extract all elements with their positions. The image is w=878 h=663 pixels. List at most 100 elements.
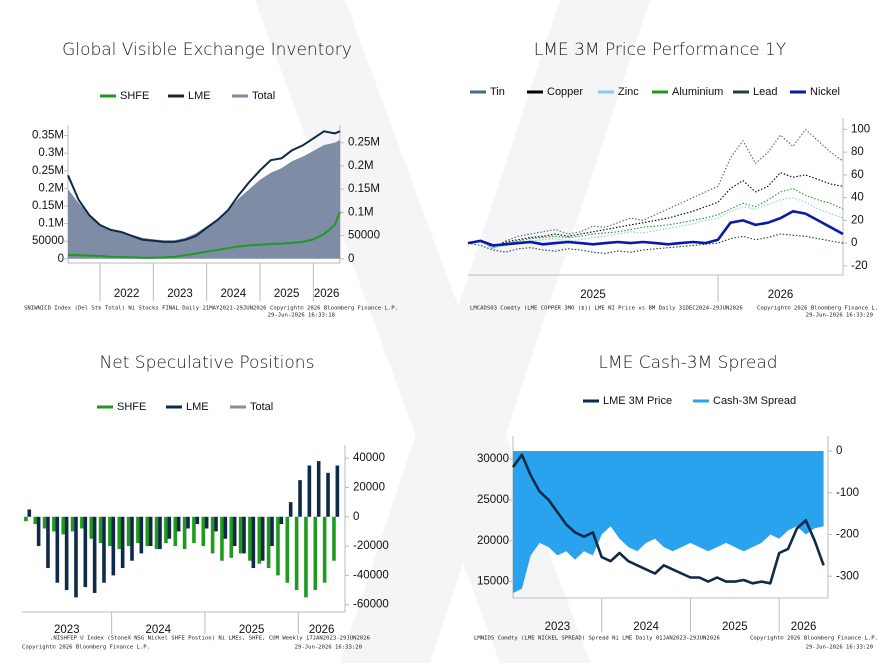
bar xyxy=(111,516,116,576)
watermark-stroke xyxy=(340,0,650,663)
year-label: 2026 xyxy=(791,621,817,633)
legend-label: SHFE xyxy=(117,401,146,413)
legend-label: Total xyxy=(250,401,273,413)
bar xyxy=(70,516,75,532)
bar xyxy=(74,516,78,598)
legend-label: Total xyxy=(252,90,275,102)
y-tick-label: 80 xyxy=(851,146,864,158)
y-tick-label: 0 xyxy=(348,253,354,265)
y-tick-label: 0 xyxy=(58,253,64,265)
y-tick-label: 0.1M xyxy=(38,218,64,230)
bar xyxy=(164,516,168,544)
footer-copyright: Copyright© 2026 Bloomberg Finance L.P. xyxy=(270,306,398,312)
y-tick-label: 20000 xyxy=(477,535,509,547)
y-tick-label: -40000 xyxy=(353,569,389,581)
y-tick-label: 50000 xyxy=(32,235,64,247)
legend-label: LME 3M Price xyxy=(603,395,672,407)
line xyxy=(511,453,825,585)
bar xyxy=(89,516,94,539)
bar xyxy=(36,516,41,547)
y-tick-label: 100 xyxy=(851,123,870,135)
y-tick-label: 20 xyxy=(851,214,864,226)
footer-copyright: Copyright© 2026 Bloomberg Finance L.P. xyxy=(22,645,150,651)
footer-source: LMNIDS Comdty (LME NICKEL SPREAD) Spread… xyxy=(474,636,720,642)
y-tick-label: 0 xyxy=(836,445,842,457)
footer-timestamp: 29-Jun-2026 16:33:20 xyxy=(806,645,873,651)
bar xyxy=(304,516,308,598)
bar xyxy=(158,516,162,550)
bar xyxy=(92,516,97,593)
legend-label: LME xyxy=(186,401,209,413)
bar xyxy=(298,480,302,517)
year-label: 2024 xyxy=(633,621,659,633)
y-tick-label: 20000 xyxy=(353,482,385,494)
legend-label: Nickel xyxy=(810,86,840,98)
bar xyxy=(257,516,262,564)
bar xyxy=(83,516,88,588)
bar xyxy=(332,516,336,561)
bar xyxy=(108,516,112,547)
bar xyxy=(242,516,246,554)
bar xyxy=(145,516,150,547)
y-tick-label: 0 xyxy=(851,237,857,249)
y-tick-label: 0.25M xyxy=(348,137,380,149)
y-tick-label: -100 xyxy=(836,487,859,499)
bar xyxy=(167,516,172,539)
year-label: 2025 xyxy=(239,624,265,636)
footer-source: .NISHFEP U Index (StoneX NSG Nickel SHFE… xyxy=(50,636,370,642)
bar xyxy=(46,516,50,569)
year-label: 2023 xyxy=(545,621,571,633)
bar xyxy=(251,516,256,569)
area xyxy=(513,451,824,593)
y-tick-label: 25000 xyxy=(477,494,509,506)
bar xyxy=(98,516,103,544)
bar xyxy=(288,502,293,517)
bar xyxy=(80,516,84,529)
bar xyxy=(61,516,66,535)
bar xyxy=(335,465,340,517)
y-tick-label: -20000 xyxy=(353,540,389,552)
bar xyxy=(195,516,200,525)
line xyxy=(467,187,844,246)
y-tick-label: 50000 xyxy=(348,230,380,242)
bar xyxy=(214,516,218,532)
footer-source: LMCADS03 Comdty (LME COPPER 3MO ($)) LME… xyxy=(470,306,743,312)
year-label: 2026 xyxy=(768,289,794,301)
bar xyxy=(316,461,321,517)
footer-timestamp: 29-Jun-2026 16:33:20 xyxy=(806,313,873,319)
legend-label: SHFE xyxy=(120,90,149,102)
bar xyxy=(42,516,47,529)
legend-label: Copper xyxy=(547,86,583,98)
y-tick-label: 15000 xyxy=(477,576,509,588)
footer-source: SNIWNICD Index (Del Stk Total) Ni Stocks… xyxy=(24,306,266,312)
legend-label: Cash-3M Spread xyxy=(713,395,796,407)
line xyxy=(467,233,844,254)
bar xyxy=(186,516,190,529)
bar xyxy=(326,472,330,517)
bar xyxy=(192,516,196,544)
bar xyxy=(154,516,159,550)
bar xyxy=(220,516,224,561)
line xyxy=(467,210,844,247)
bar xyxy=(266,516,271,569)
bar xyxy=(229,516,234,558)
year-label: 2026 xyxy=(309,624,335,636)
bar xyxy=(27,509,32,517)
bar xyxy=(130,516,134,561)
bar xyxy=(270,516,274,547)
bar xyxy=(223,516,228,539)
area xyxy=(68,139,340,259)
bar xyxy=(24,516,28,522)
year-label: 2023 xyxy=(54,624,80,636)
year-label: 2025 xyxy=(580,289,606,301)
bar xyxy=(307,465,312,517)
y-tick-label: 0.3M xyxy=(38,147,64,159)
y-tick-label: -300 xyxy=(836,570,859,582)
bar xyxy=(182,516,187,550)
y-tick-label: 40000 xyxy=(353,452,385,464)
legend-label: Zinc xyxy=(618,86,639,98)
y-tick-label: 0 xyxy=(353,511,359,523)
y-tick-label: 0.35M xyxy=(32,130,64,142)
bar xyxy=(238,516,243,554)
